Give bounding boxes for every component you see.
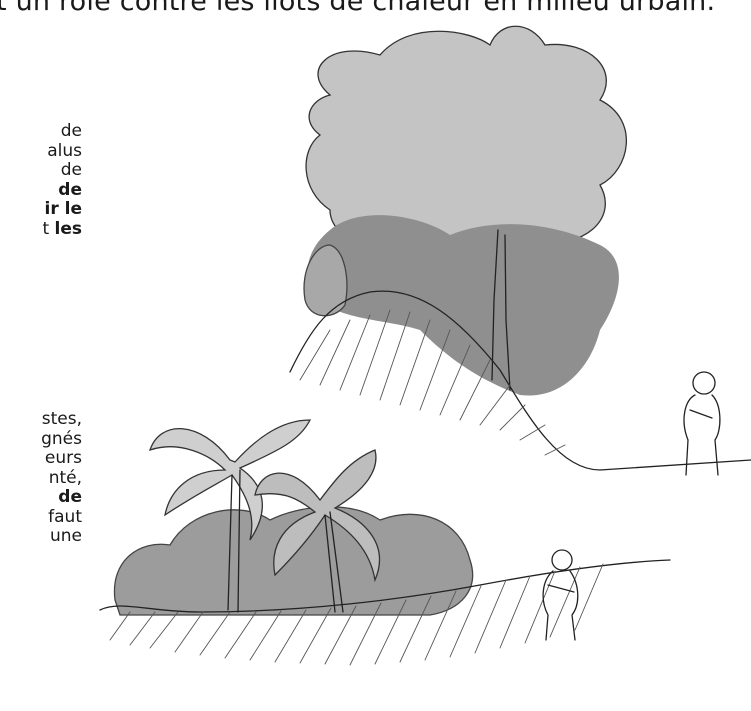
text-line: stes,: [0, 410, 82, 430]
text: stes,: [42, 409, 82, 429]
bold-text: de: [58, 180, 82, 200]
foliage: [308, 215, 619, 395]
text: eurs: [45, 448, 82, 468]
text: de: [61, 121, 82, 141]
page: {"header": {"text": "t un rôle contre le…: [0, 0, 751, 711]
bold-text: les: [55, 219, 82, 239]
bold-text: de: [58, 487, 82, 507]
text-line: gnés: [0, 430, 82, 450]
text-line: faut: [0, 508, 82, 528]
illustration: [0, 0, 751, 711]
text-line: alus: [0, 142, 82, 162]
text: gnés: [41, 429, 82, 449]
text-line: de: [0, 181, 82, 201]
text-line: eurs: [0, 449, 82, 469]
foliage: [304, 245, 347, 316]
text: faut: [48, 507, 82, 527]
text-line: de: [0, 488, 82, 508]
text: nté,: [49, 468, 82, 488]
text-line: de: [0, 161, 82, 181]
text-line: de: [0, 122, 82, 142]
text-line: ir le: [0, 200, 82, 220]
text-line: une: [0, 527, 82, 547]
text-line: t les: [0, 220, 82, 240]
person: [684, 372, 720, 475]
text-line: nté,: [0, 469, 82, 489]
text: t: [42, 219, 49, 239]
header-text: t un rôle contre les îlots de chaleur en…: [0, 0, 715, 17]
text: alus: [47, 141, 82, 161]
text: de: [61, 160, 82, 180]
text: une: [50, 526, 82, 546]
person: [543, 550, 578, 640]
bold-text: ir le: [45, 199, 83, 219]
